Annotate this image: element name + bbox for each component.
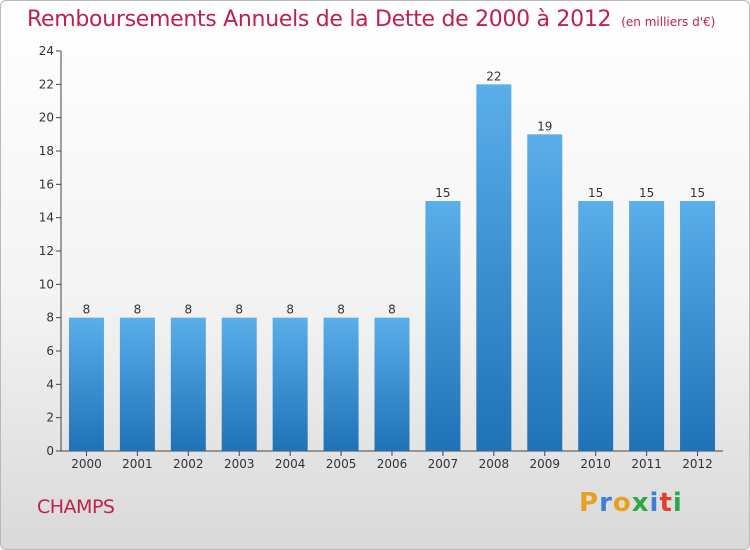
data-label-2006: 8	[388, 303, 396, 317]
x-tick-label-2003: 2003	[224, 457, 255, 471]
bar-2005	[323, 317, 359, 451]
y-tick-label: 22	[39, 77, 54, 91]
x-tick-label-2002: 2002	[173, 457, 204, 471]
x-tick-label-2012: 2012	[682, 457, 713, 471]
bar-2001	[119, 317, 155, 451]
y-tick-label: 16	[39, 177, 54, 191]
x-tick-label-2009: 2009	[529, 457, 560, 471]
logo-letter: P	[579, 488, 600, 518]
data-label-2001: 8	[134, 303, 142, 317]
y-tick-label: 4	[46, 377, 54, 391]
proxiti-logo: Proxiti	[579, 488, 683, 518]
y-tick-label: 2	[46, 411, 54, 425]
y-tick-label: 24	[39, 44, 54, 58]
x-tick-label-2011: 2011	[631, 457, 662, 471]
chart-bars: 8 8 8 8 8 8 8 15 22 19 15 15 15	[68, 69, 716, 452]
x-tick-label-2008: 2008	[479, 457, 510, 471]
data-label-2004: 8	[286, 303, 294, 317]
bar-2009	[527, 134, 563, 452]
data-label-2012: 15	[690, 186, 705, 200]
bar-2007	[425, 201, 461, 451]
logo-letter: o	[612, 488, 632, 518]
x-tick-label-2004: 2004	[275, 457, 306, 471]
data-label-2002: 8	[184, 303, 192, 317]
x-tick-label-2005: 2005	[326, 457, 357, 471]
y-tick-label: 6	[46, 344, 54, 358]
x-tick-label-2006: 2006	[377, 457, 408, 471]
logo-letter: r	[599, 488, 613, 518]
x-tick-label-2000: 2000	[71, 457, 102, 471]
logo-letter: i	[672, 488, 683, 518]
bar-2011	[629, 201, 665, 451]
data-label-2005: 8	[337, 303, 345, 317]
y-tick-label: 12	[39, 244, 54, 258]
x-tick-label-2007: 2007	[428, 457, 459, 471]
data-label-2008: 22	[486, 69, 501, 83]
data-label-2000: 8	[83, 303, 91, 317]
bar-2000	[68, 317, 104, 451]
data-label-2009: 19	[537, 119, 552, 133]
y-tick-label: 8	[46, 311, 54, 325]
y-tick-label: 0	[46, 444, 54, 458]
bar-2012	[680, 201, 716, 451]
town-name: CHAMPS	[37, 496, 115, 518]
bar-2006	[374, 317, 410, 451]
bar-2003	[221, 317, 257, 451]
data-label-2010: 15	[588, 186, 603, 200]
y-tick-label: 14	[39, 211, 54, 225]
x-tick-label-2010: 2010	[580, 457, 611, 471]
chart-title-text: Remboursements Annuels de la Dette de 20…	[27, 7, 612, 32]
y-tick-label: 20	[39, 111, 54, 125]
data-label-2011: 15	[639, 186, 654, 200]
chart-subtitle: (en milliers d'€)	[621, 15, 716, 29]
logo-letter: i	[649, 488, 660, 518]
x-tick-label-2001: 2001	[122, 457, 153, 471]
logo-letter: t	[659, 488, 673, 518]
data-label-2003: 8	[235, 303, 243, 317]
y-tick-label: 10	[39, 277, 54, 291]
chart-title: Remboursements Annuels de la Dette de 20…	[27, 7, 715, 32]
bar-2002	[170, 317, 206, 451]
y-tick-label: 18	[39, 144, 54, 158]
data-label-2007: 15	[435, 186, 450, 200]
bar-2008	[476, 84, 512, 451]
bar-2010	[578, 201, 614, 451]
bar-2004	[272, 317, 308, 451]
logo-letter: x	[631, 488, 650, 518]
